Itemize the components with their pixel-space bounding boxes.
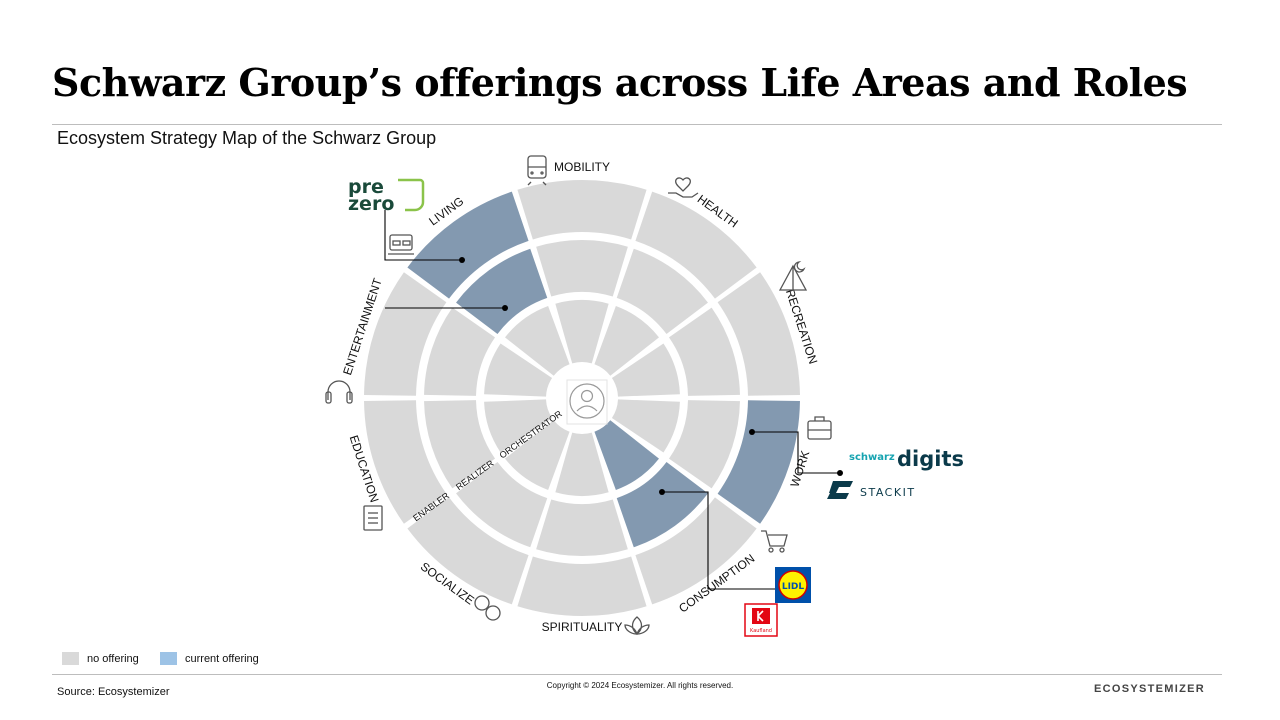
diagram-subtitle: Ecosystem Strategy Map of the Schwarz Gr… [57,128,437,148]
svg-text:schwarz: schwarz [849,452,895,463]
source-note: Source: Ecosystemizer [57,686,170,698]
connector-living-enabler [384,210,462,261]
cart-icon [761,530,788,553]
segment-health-enabler [635,191,757,299]
ecosystemizer-brand: ECOSYSTEMIZER [1094,683,1206,695]
train-icon [527,155,547,186]
svg-text:LIDL: LIDL [782,582,805,592]
legend-swatch-blue [160,652,177,665]
segment-mobility-orchestrator [555,300,609,364]
svg-text:digits: digits [897,447,964,471]
segment-entertainment-realizer [424,307,496,396]
segment-entertainment-enabler [364,272,447,396]
user-icon [566,379,608,425]
chat-bubbles-icon [474,595,501,621]
segment-spirituality-realizer [536,499,628,556]
segment-mobility-realizer [536,240,628,297]
segment-recreation-orchestrator [611,343,680,397]
segment-mobility-enabler [517,180,647,240]
legend-no-offering-label: no offering [87,652,139,665]
stackit-logo: STACKIT [827,481,916,499]
connector-work-enabler [752,431,840,474]
legend-swatch-grey [62,652,79,665]
footer-divider [52,674,1222,675]
segment-consumption-realizer [616,461,708,548]
svg-text:zero: zero [348,193,394,215]
segment-education-realizer [424,400,496,489]
prezero-logo: pre zero [348,176,425,215]
segment-consumption-enabler [635,497,757,605]
segment-living-enabler [407,191,529,299]
area-label-mobility: MOBILITY [554,160,610,174]
title-divider [52,124,1222,125]
schwarz-digits-logo: schwarz digits [849,447,964,471]
tent-icon [778,261,808,291]
segment-work-enabler [717,400,800,524]
kaufland-logo: Kaufland [744,603,778,637]
segment-education-enabler [364,400,447,524]
offering-connectors [384,210,840,590]
segment-work-orchestrator [611,399,680,453]
headphones-icon [325,380,353,404]
segment-education-orchestrator [484,399,553,453]
segment-spirituality-enabler [517,556,647,616]
segment-spirituality-orchestrator [555,432,609,496]
segment-work-realizer [668,400,740,489]
legend-current-offering: current offering [160,652,259,665]
hand-heart-icon [668,177,699,198]
area-label-spirituality: SPIRITUALITY [542,620,623,634]
briefcase-icon [807,416,832,440]
segment-recreation-realizer [668,307,740,396]
lotus-icon [624,616,650,635]
segment-living-realizer [456,248,548,335]
segment-health-realizer [616,248,708,335]
segment-socialize-enabler [407,497,529,605]
bed-icon [388,234,414,255]
legend-no-offering: no offering [62,652,139,665]
page-title: Schwarz Group’s offerings across Life Ar… [52,60,1188,105]
legend-current-offering-label: current offering [185,652,259,665]
segment-socialize-orchestrator [505,420,570,490]
svg-text:pre: pre [348,176,384,198]
wheel-segments [364,180,800,616]
connector-consumption-realizer [662,491,792,590]
segment-recreation-enabler [717,272,800,396]
copyright-note: Copyright © 2024 Ecosystemizer. All righ… [546,681,734,690]
segment-health-orchestrator [594,306,659,376]
segment-consumption-orchestrator [594,420,659,490]
segment-socialize-realizer [456,461,548,548]
segment-living-orchestrator [505,306,570,376]
book-icon [363,505,383,531]
svg-text:STACKIT: STACKIT [860,486,916,499]
lidl-logo: LIDL [775,567,811,603]
segment-entertainment-orchestrator [484,343,553,397]
svg-text:Kaufland: Kaufland [750,628,772,634]
